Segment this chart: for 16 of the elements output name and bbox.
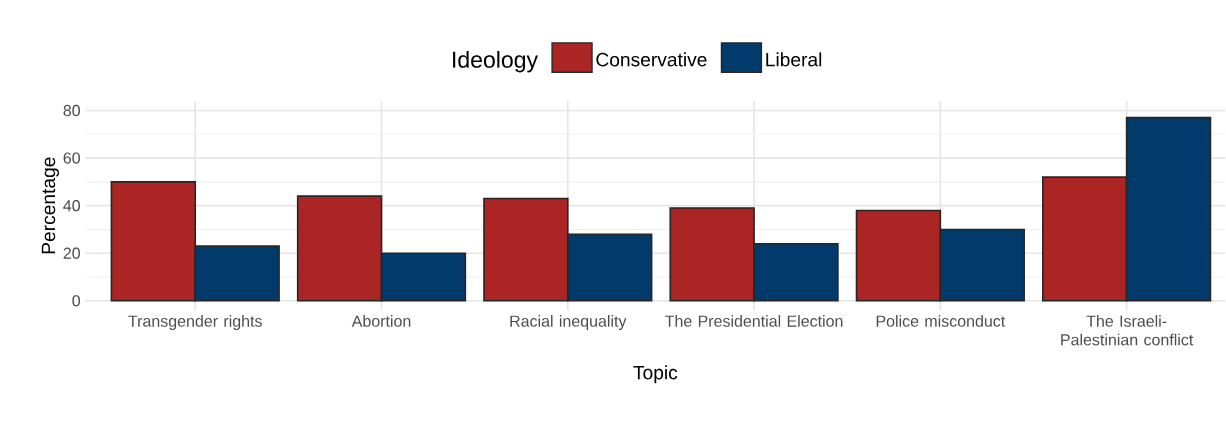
x-axis-title: Topic bbox=[633, 365, 678, 384]
x-tick-label: The Israeli-Palestinian conflict bbox=[1061, 315, 1194, 346]
legend-title: Ideology bbox=[453, 50, 538, 73]
y-tick-label: 80 bbox=[63, 104, 81, 117]
x-tick-label: Police misconduct bbox=[876, 315, 1006, 327]
y-tick-label: 0 bbox=[72, 295, 81, 307]
x-tick-label: The Presidential Election bbox=[665, 315, 843, 327]
x-tick-label: Racial inequality bbox=[510, 315, 627, 330]
legend-label: Conservative bbox=[596, 52, 707, 67]
y-tick-label: 40 bbox=[63, 200, 81, 212]
x-tick-label: Abortion bbox=[351, 315, 411, 327]
y-tick-label: 60 bbox=[63, 152, 81, 164]
x-tick-label: Transgender rights bbox=[128, 315, 262, 330]
y-axis-title: Percentage bbox=[41, 157, 60, 254]
y-tick-label: 20 bbox=[63, 247, 81, 259]
legend-label: Liberal bbox=[766, 52, 822, 67]
